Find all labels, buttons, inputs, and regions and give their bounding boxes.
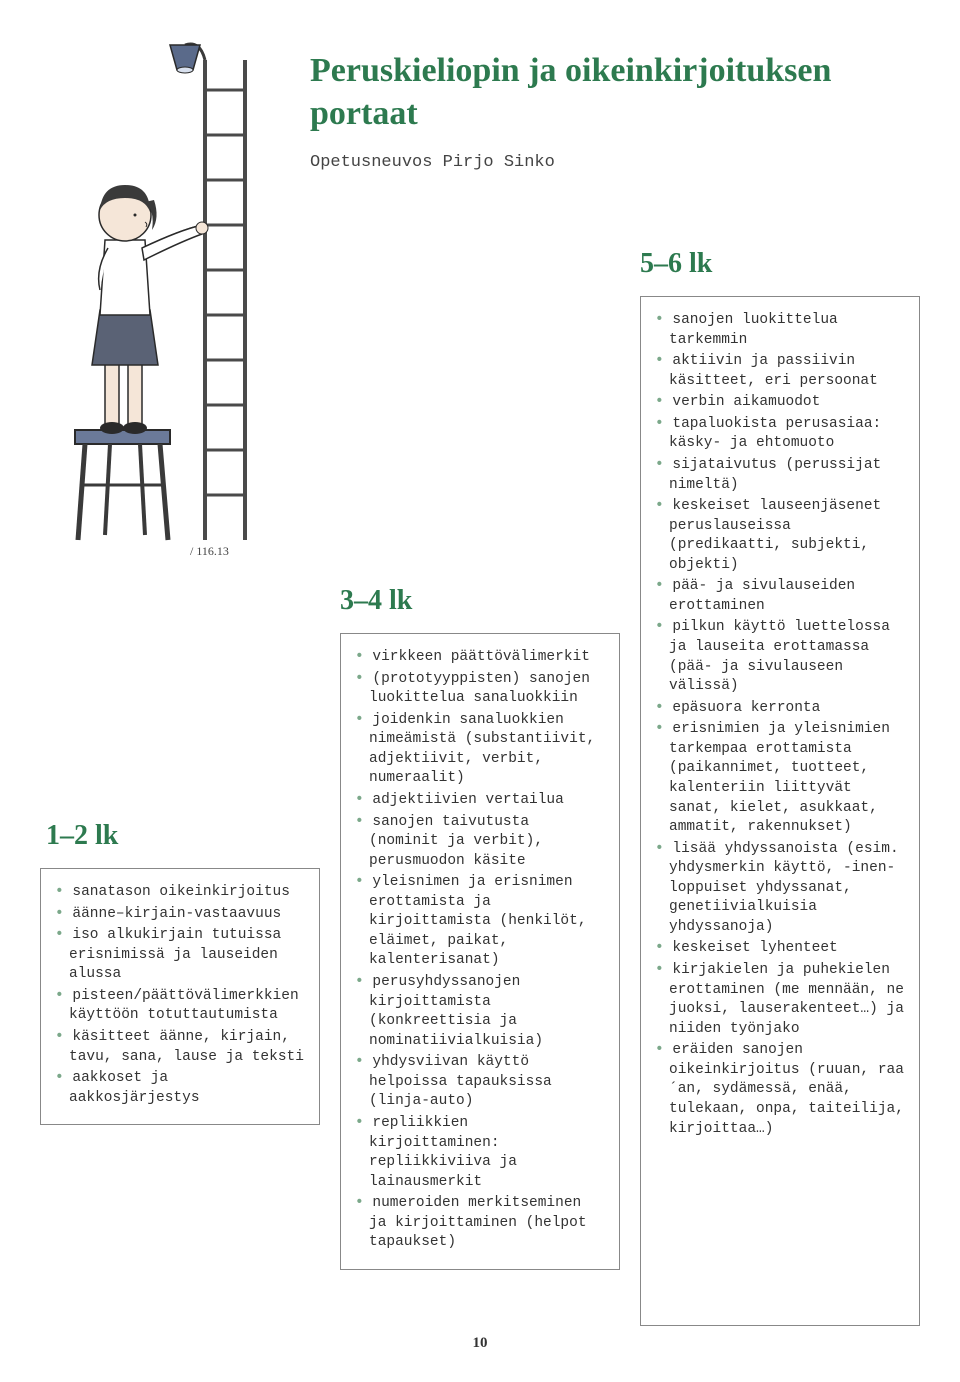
column-grades-5-6: 5–6 lk sanojen luokittelua tarkemminakti… (640, 248, 920, 1326)
column-grades-1-2: 1–2 lk sanatason oikeinkirjoitusäänne–ki… (40, 820, 320, 1125)
list-item: käsitteet äänne, kirjain, tavu, sana, la… (55, 1028, 305, 1067)
list-item: keskeiset lyhenteet (655, 939, 905, 959)
list-item: pisteen/päättövälimerkkien käyttöön totu… (55, 987, 305, 1026)
list-item: eräiden sanojen oikeinkirjoitus (ruuan, … (655, 1041, 905, 1139)
list-item: sanojen taivutusta (nominit ja verbit), … (355, 813, 605, 872)
list-item: repliikkien kirjoittaminen: repliikkivii… (355, 1114, 605, 1192)
list-item: lisää yhdyssanoista (esim. yhdysmerkin k… (655, 840, 905, 938)
list-item: yhdysviivan käyttö helpoissa tapauksissa… (355, 1053, 605, 1112)
list-item: yleisnimen ja erisnimen erottamista ja k… (355, 873, 605, 971)
list-item: keskeiset lauseenjäsenet peruslauseissa … (655, 497, 905, 575)
list-item: tapaluokista perusasiaa: käsky- ja ehtom… (655, 415, 905, 454)
list-item: pilkun käyttö luettelossa ja lauseita er… (655, 618, 905, 696)
list-5-6: sanojen luokittelua tarkemminaktiivin ja… (655, 311, 905, 1139)
list-item: aakkoset ja aakkosjärjestys (55, 1069, 305, 1108)
list-item: numeroiden merkitseminen ja kirjoittamin… (355, 1194, 605, 1253)
box-5-6: sanojen luokittelua tarkemminaktiivin ja… (640, 296, 920, 1326)
box-3-4: virkkeen päättövälimerkit(prototyyppiste… (340, 633, 620, 1270)
column-grades-3-4: 3–4 lk virkkeen päättövälimerkit(prototy… (340, 585, 620, 1270)
list-item: perusyhdyssanojen kirjoittamista (konkre… (355, 973, 605, 1051)
list-item: epäsuora kerronta (655, 699, 905, 719)
list-item: äänne–kirjain-vastaavuus (55, 905, 305, 925)
author-line: Opetusneuvos Pirjo Sinko (310, 153, 910, 172)
main-title: Peruskieliopin ja oikeinkirjoituksen por… (310, 50, 910, 135)
page-number: 10 (473, 1335, 488, 1352)
list-item: sijataivutus (perussijat nimeltä) (655, 456, 905, 495)
list-1-2: sanatason oikeinkirjoitusäänne–kirjain-v… (55, 883, 305, 1108)
heading-3-4: 3–4 lk (340, 585, 620, 617)
list-item: adjektiivien vertailua (355, 791, 605, 811)
list-item: sanatason oikeinkirjoitus (55, 883, 305, 903)
list-3-4: virkkeen päättövälimerkit(prototyyppiste… (355, 648, 605, 1253)
list-item: pää- ja sivulauseiden erottaminen (655, 577, 905, 616)
title-block: Peruskieliopin ja oikeinkirjoituksen por… (310, 50, 910, 172)
ladder-illustration: / 116.13 (50, 30, 280, 560)
heading-1-2: 1–2 lk (46, 820, 320, 852)
heading-5-6: 5–6 lk (640, 248, 920, 280)
list-item: joidenkin sanaluokkien nimeämistä (subst… (355, 711, 605, 789)
list-item: iso alkukirjain tutuissa erisnimissä ja … (55, 926, 305, 985)
list-item: sanojen luokittelua tarkemmin (655, 311, 905, 350)
box-1-2: sanatason oikeinkirjoitusäänne–kirjain-v… (40, 868, 320, 1125)
list-item: verbin aikamuodot (655, 393, 905, 413)
list-item: (prototyyppisten) sanojen luokittelua sa… (355, 670, 605, 709)
list-item: virkkeen päättövälimerkit (355, 648, 605, 668)
illustration-signature: / 116.13 (190, 544, 229, 558)
list-item: aktiivin ja passiivin käsitteet, eri per… (655, 352, 905, 391)
list-item: erisnimien ja yleisnimien tarkempaa erot… (655, 720, 905, 837)
list-item: kirjakielen ja puhekielen erottaminen (m… (655, 961, 905, 1039)
